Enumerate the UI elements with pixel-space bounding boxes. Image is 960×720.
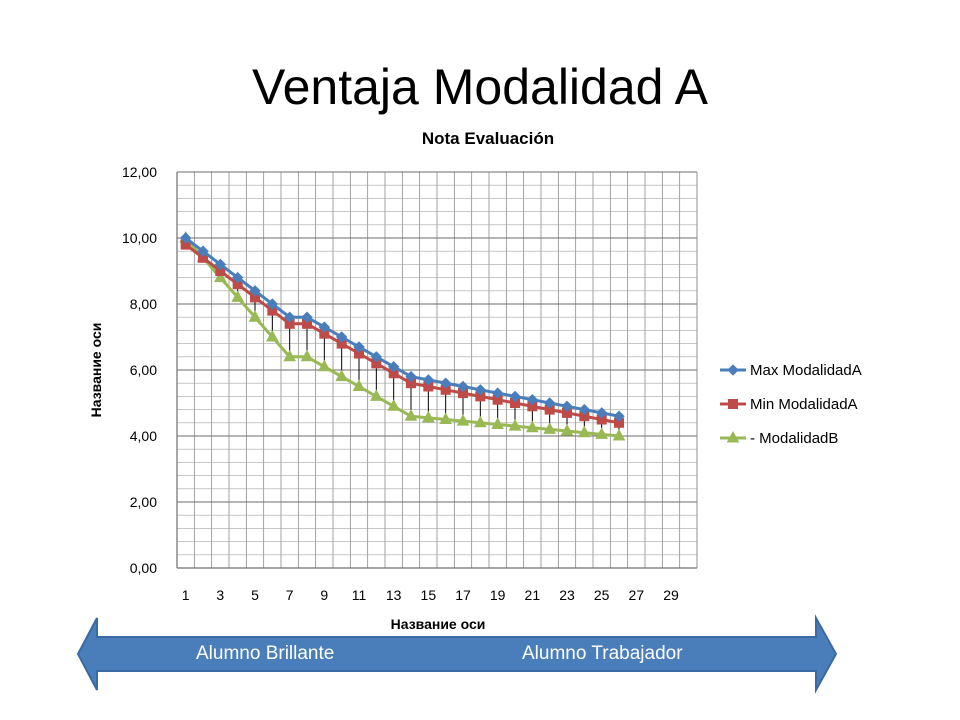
data-point	[456, 414, 470, 426]
data-point	[387, 360, 400, 373]
legend-marker	[728, 399, 738, 409]
data-point	[369, 389, 383, 401]
data-point	[509, 390, 521, 403]
data-point	[301, 311, 313, 323]
data-point	[335, 369, 349, 382]
chart-gridlines	[176, 171, 698, 569]
legend-marker	[727, 364, 739, 376]
data-point	[404, 409, 418, 421]
data-point	[474, 384, 487, 396]
legend-item: - ModalidadB	[720, 430, 838, 447]
slide-title: Ventaja Modalidad A	[252, 59, 708, 115]
data-point	[439, 377, 452, 389]
data-point	[543, 397, 556, 409]
data-point	[508, 419, 522, 431]
x-tick-label: 7	[286, 587, 294, 603]
legend-item: Min ModalidadA	[720, 396, 858, 413]
data-point	[612, 428, 626, 441]
data-point	[214, 258, 227, 271]
data-point	[317, 359, 331, 372]
data-point	[578, 403, 591, 416]
data-point	[577, 425, 591, 438]
x-tick-label: 25	[594, 587, 610, 603]
x-tick-label: 29	[663, 587, 679, 603]
data-point	[491, 417, 505, 429]
y-tick-label: 10,00	[122, 230, 157, 246]
data-point	[543, 422, 557, 434]
data-point	[473, 415, 487, 428]
data-point	[421, 410, 435, 423]
data-point	[613, 410, 625, 422]
data-point	[197, 245, 209, 257]
data-point	[422, 374, 435, 386]
x-tick-label: 15	[421, 587, 437, 603]
x-axis-tick-labels: 1 3 5 7 9 11 13 15 17 19 21 23 25 27 29	[182, 587, 679, 603]
chart-series-layer	[179, 230, 626, 441]
x-tick-label: 9	[320, 587, 328, 603]
data-point	[265, 329, 279, 342]
y-tick-label: 2,00	[130, 494, 157, 510]
series-3	[179, 230, 626, 441]
data-point	[179, 232, 192, 244]
data-point	[457, 380, 469, 393]
legend-label: Max ModalidadA	[750, 362, 862, 379]
data-point	[595, 427, 609, 439]
data-point	[249, 285, 261, 297]
data-point	[561, 400, 573, 413]
data-point	[352, 379, 366, 391]
x-tick-label: 11	[352, 587, 367, 603]
data-point	[370, 351, 383, 363]
legend-label: Min ModalidadA	[750, 396, 858, 413]
x-tick-label: 27	[629, 587, 645, 603]
data-point	[300, 349, 314, 362]
legend-marker	[726, 430, 740, 443]
chart-legend: Max ModalidadA Min ModalidadA - ModalidadB	[720, 362, 862, 447]
series-1	[179, 232, 625, 422]
data-point	[491, 387, 504, 399]
y-axis-title: Название оси	[88, 323, 104, 418]
x-tick-label: 17	[455, 587, 471, 603]
data-point	[248, 310, 262, 322]
x-tick-label: 1	[182, 587, 190, 603]
data-point	[526, 393, 539, 406]
y-tick-label: 4,00	[130, 428, 157, 444]
x-tick-label: 13	[386, 587, 402, 603]
x-axis-title: Название оси	[391, 616, 486, 632]
data-point	[560, 424, 574, 436]
data-point	[318, 321, 331, 333]
legend-label: - ModalidadB	[750, 430, 838, 447]
x-tick-label: 21	[525, 587, 541, 603]
data-point	[266, 298, 279, 310]
data-point	[439, 412, 453, 424]
data-point	[283, 349, 297, 362]
x-tick-label: 3	[216, 587, 224, 603]
data-point	[231, 290, 245, 302]
x-tick-label: 23	[559, 587, 575, 603]
x-tick-label: 5	[251, 587, 259, 603]
y-tick-label: 0,00	[130, 560, 157, 576]
data-point	[525, 420, 539, 433]
data-point	[335, 331, 348, 343]
data-point	[283, 311, 296, 323]
data-point	[405, 370, 417, 383]
data-point	[595, 407, 608, 419]
chart-title: Nota Evaluación	[422, 129, 554, 148]
x-tick-label: 19	[490, 587, 506, 603]
series-2	[180, 239, 624, 428]
data-point	[231, 271, 244, 284]
y-tick-label: 6,00	[130, 362, 157, 378]
y-tick-label: 12,00	[122, 164, 157, 180]
data-point	[353, 341, 365, 353]
y-axis-tick-labels: 0,00 2,00 4,00 6,00 8,00 10,00 12,00	[122, 164, 157, 576]
legend-item: Max ModalidadA	[720, 362, 862, 379]
y-tick-label: 8,00	[130, 296, 157, 312]
data-point	[387, 399, 401, 411]
data-point	[213, 270, 227, 283]
